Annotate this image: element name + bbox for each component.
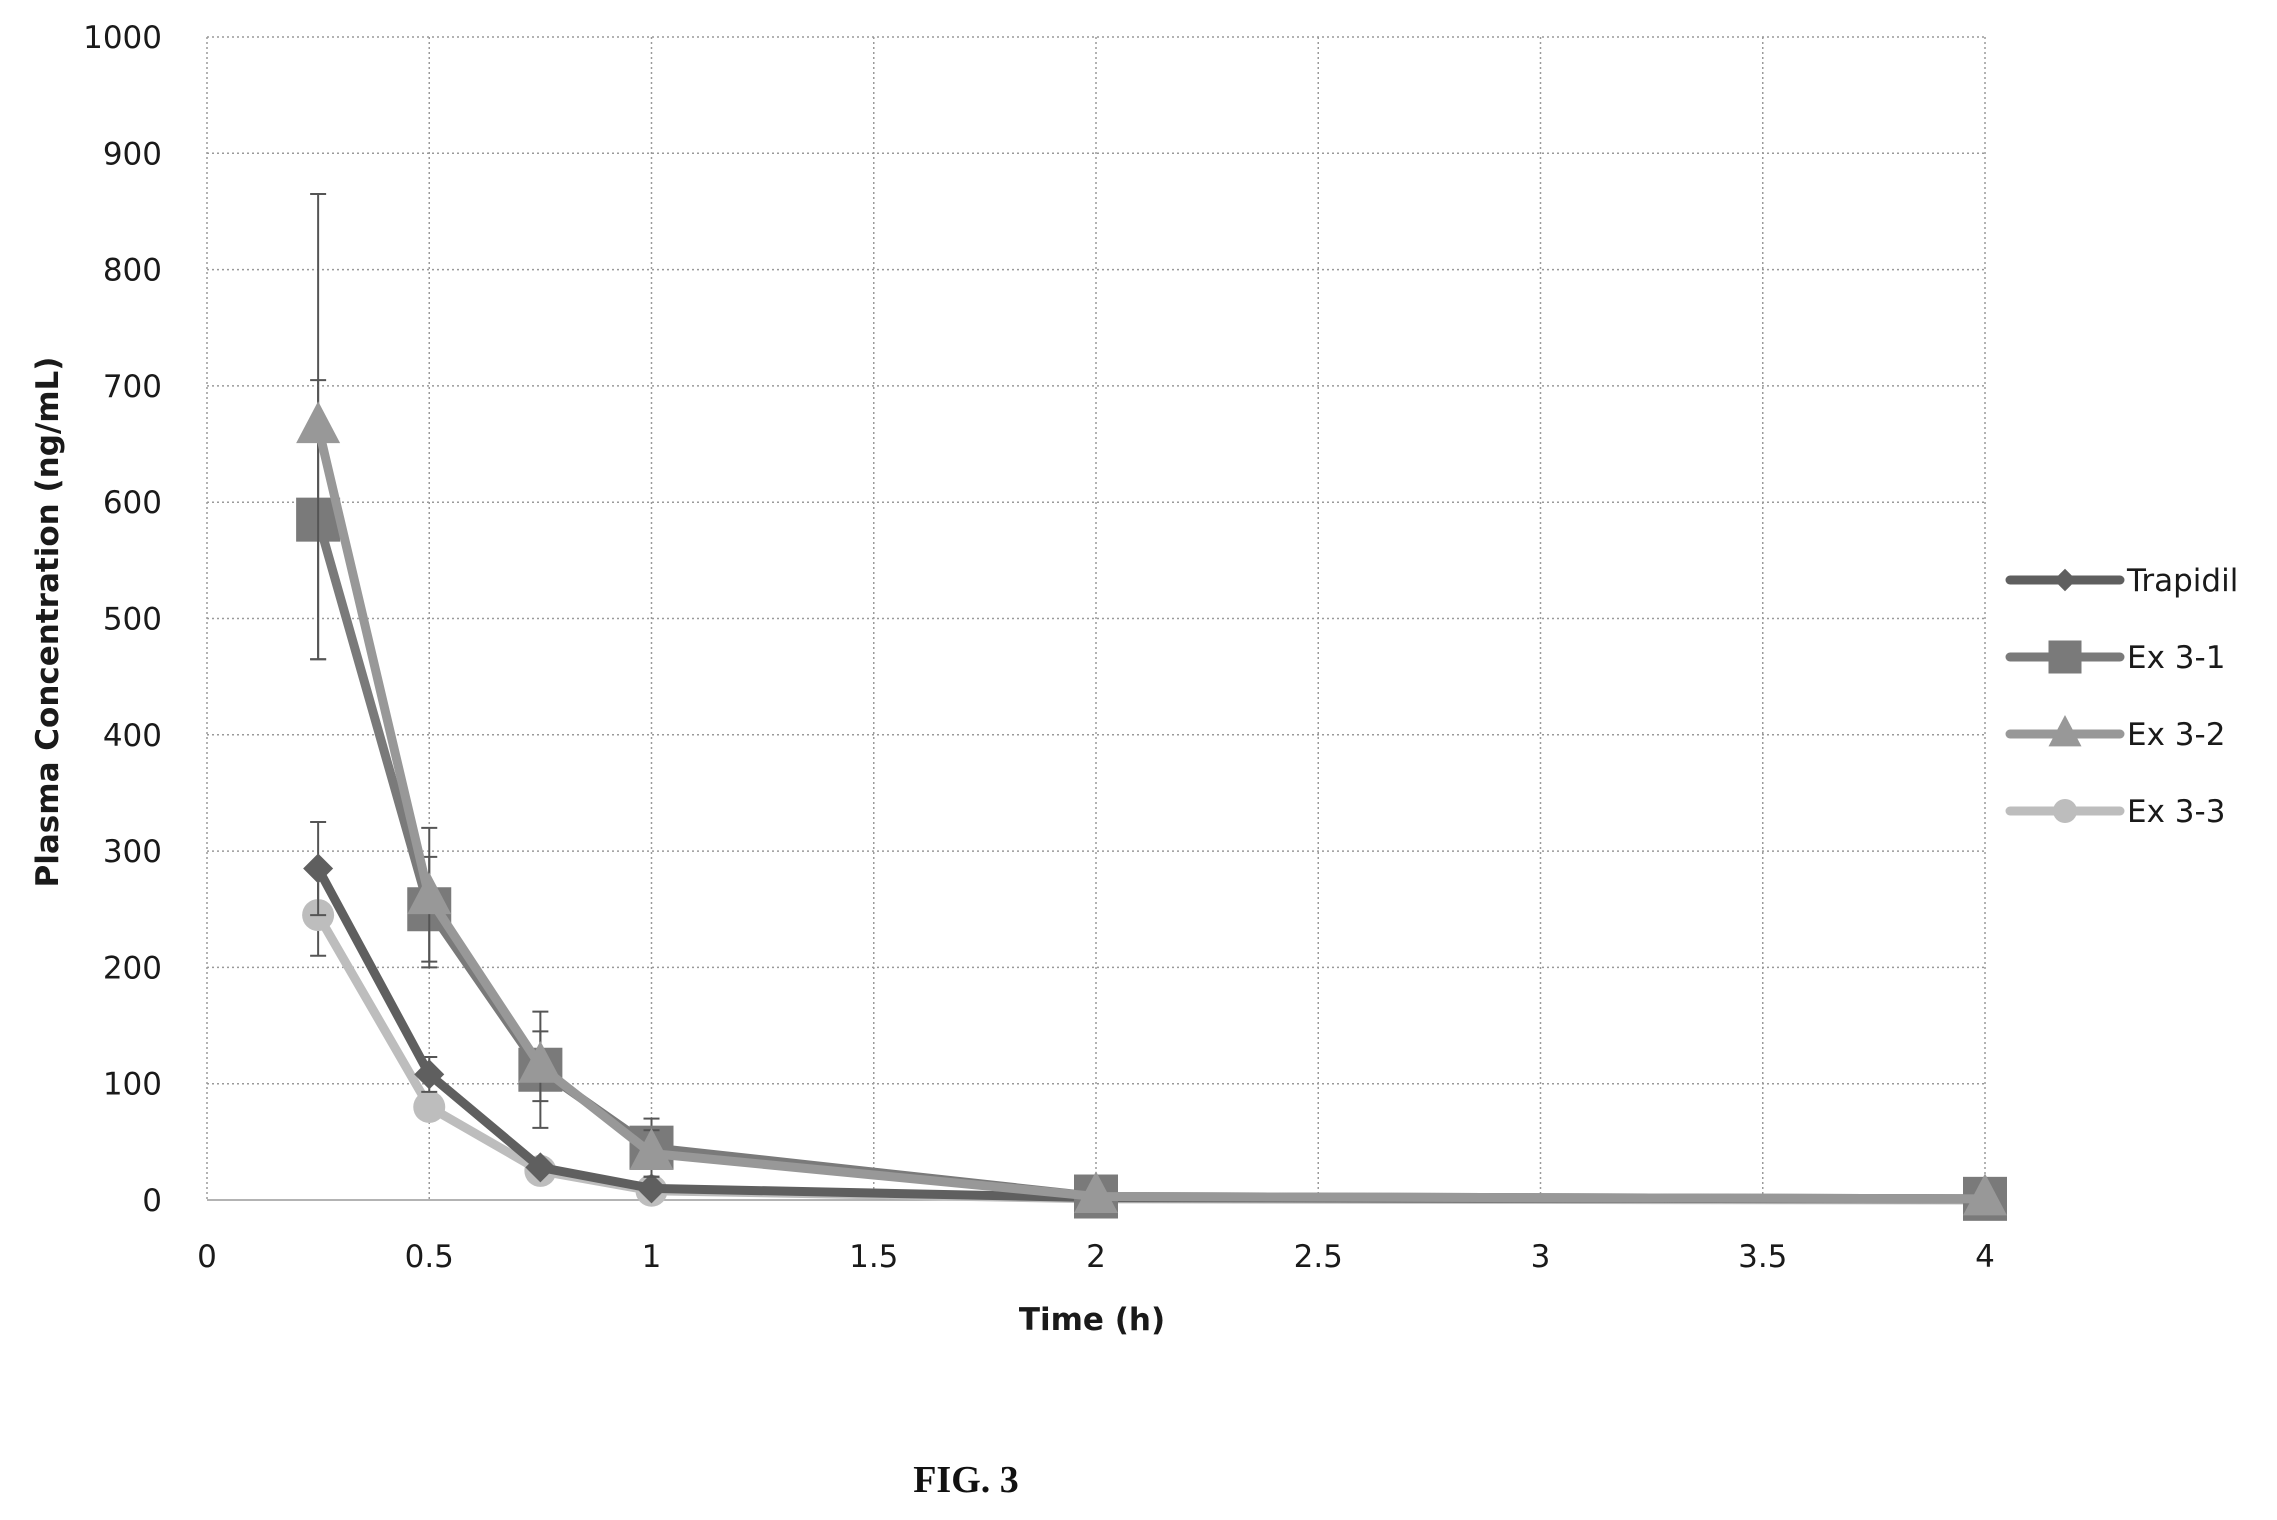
x-tick-label: 3 — [1531, 1239, 1551, 1275]
x-tick-label: 0 — [197, 1239, 217, 1275]
y-tick-label: 600 — [103, 485, 162, 521]
x-tick-label: 2 — [1086, 1239, 1106, 1275]
data-point — [629, 1128, 674, 1170]
y-tick-label: 300 — [103, 834, 162, 870]
y-tick-label: 0 — [142, 1183, 162, 1219]
series-line — [313, 864, 1990, 1204]
x-tick-label: 3.5 — [1738, 1239, 1787, 1275]
data-point — [525, 1152, 556, 1183]
legend-label: Trapidil — [2126, 563, 2238, 599]
data-point — [407, 872, 452, 915]
series-ex-3-3 — [302, 873, 2001, 1216]
figure-caption: FIG. 3 — [913, 1459, 1019, 1501]
series-line — [313, 422, 1990, 1204]
grid — [206, 36, 1986, 1201]
legend: Trapidil Ex 3-1 Ex 3-2 Ex 3-3 — [2005, 563, 2238, 830]
legend-label: Ex 3-1 — [2127, 640, 2225, 676]
legend-swatch-marker — [2048, 715, 2082, 747]
series-layer — [296, 193, 2007, 1221]
y-tick-label: 200 — [103, 950, 162, 986]
legend-item: Trapidil — [2005, 563, 2238, 599]
legend-item: Ex 3-3 — [2005, 794, 2225, 830]
x-axis-title: Time (h) — [1019, 1302, 1165, 1338]
y-tick-label: 100 — [103, 1067, 162, 1103]
y-tick-label: 500 — [103, 602, 162, 638]
x-tick-label: 1.5 — [849, 1239, 898, 1275]
y-axis-ticks: 0 100 200 300 400 500 600 700 800 900 1000 — [83, 20, 162, 1219]
data-point — [296, 401, 341, 444]
series-line — [313, 910, 1990, 1205]
x-tick-label: 4 — [1975, 1239, 1995, 1275]
data-point — [636, 1173, 667, 1204]
y-tick-label: 1000 — [83, 20, 162, 56]
legend-swatch-marker — [2048, 640, 2082, 674]
data-point — [1074, 1171, 1118, 1214]
legend-item: Ex 3-1 — [2005, 640, 2225, 676]
y-axis-title: Plasma Concentration (ng/mL) — [30, 357, 66, 888]
y-tick-label: 700 — [103, 369, 162, 405]
data-point — [414, 1059, 445, 1090]
legend-label: Ex 3-3 — [2127, 794, 2225, 830]
data-point — [303, 853, 334, 884]
y-tick-label: 900 — [103, 136, 162, 172]
data-point — [413, 1090, 446, 1123]
y-tick-label: 400 — [103, 718, 162, 754]
series-ex-3-2 — [296, 193, 2007, 1216]
x-axis-ticks: 0 0.5 1 1.5 2 2.5 3 3.5 4 — [197, 1239, 1995, 1275]
x-tick-label: 0.5 — [405, 1239, 454, 1275]
data-point — [1963, 1173, 2007, 1216]
legend-item: Ex 3-2 — [2005, 715, 2225, 753]
legend-swatch-marker — [2053, 799, 2077, 823]
series-ex-3-1 — [296, 379, 2007, 1221]
series-trapidil — [303, 821, 2000, 1214]
legend-swatch-marker — [2053, 568, 2077, 592]
data-point — [518, 1040, 563, 1083]
series-line — [313, 515, 1990, 1204]
x-tick-label: 1 — [642, 1239, 662, 1275]
x-tick-label: 2.5 — [1294, 1239, 1343, 1275]
legend-label: Ex 3-2 — [2127, 717, 2225, 753]
y-tick-label: 800 — [103, 253, 162, 289]
